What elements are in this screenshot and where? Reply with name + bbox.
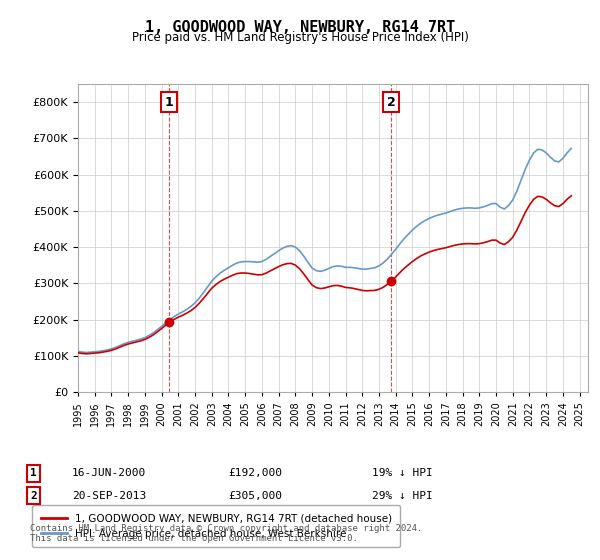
Text: £305,000: £305,000 [228, 491, 282, 501]
Text: Contains HM Land Registry data © Crown copyright and database right 2024.
This d: Contains HM Land Registry data © Crown c… [30, 524, 422, 543]
Text: 1, GOODWOOD WAY, NEWBURY, RG14 7RT: 1, GOODWOOD WAY, NEWBURY, RG14 7RT [145, 20, 455, 35]
Text: 2: 2 [386, 96, 395, 109]
Text: 29% ↓ HPI: 29% ↓ HPI [372, 491, 433, 501]
Legend: 1, GOODWOOD WAY, NEWBURY, RG14 7RT (detached house), HPI: Average price, detache: 1, GOODWOOD WAY, NEWBURY, RG14 7RT (deta… [32, 505, 400, 547]
Text: 19% ↓ HPI: 19% ↓ HPI [372, 468, 433, 478]
Text: 1: 1 [30, 468, 37, 478]
Text: 1: 1 [165, 96, 173, 109]
Text: 20-SEP-2013: 20-SEP-2013 [72, 491, 146, 501]
Text: Price paid vs. HM Land Registry's House Price Index (HPI): Price paid vs. HM Land Registry's House … [131, 31, 469, 44]
Text: 2: 2 [30, 491, 37, 501]
Text: £192,000: £192,000 [228, 468, 282, 478]
Text: 16-JUN-2000: 16-JUN-2000 [72, 468, 146, 478]
